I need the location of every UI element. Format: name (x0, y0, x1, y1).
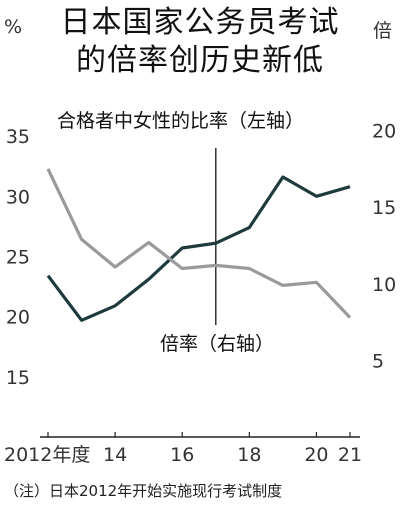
left-axis-tick-label: 35 (6, 126, 30, 148)
chart-title-line1: 日本国家公务员考试 (60, 5, 340, 40)
x-axis-tick-label: 14 (103, 444, 127, 466)
series-competition-ratio-label: 倍率（右轴） (160, 333, 274, 355)
series-women-ratio-label: 合格者中女性的比率（左轴） (57, 110, 304, 132)
left-axis-tick-label: 30 (6, 186, 30, 208)
series-women-ratio-line (46, 175, 351, 322)
x-axis-tick-label: 18 (237, 444, 261, 466)
right-axis-tick-label: 15 (372, 197, 396, 219)
left-axis-tick-label: 20 (6, 307, 30, 329)
right-axis-tick-label: 10 (372, 274, 396, 296)
series-competition-ratio-line (46, 168, 352, 319)
right-axis-tick-label: 20 (372, 121, 396, 143)
left-axis-unit: % (4, 16, 23, 38)
chart-title-line2: 的倍率创历史新低 (76, 43, 324, 78)
x-axis-tick-label: 2012年度 (4, 444, 90, 466)
x-axis-tick-label: 16 (170, 444, 194, 466)
right-axis-unit: 倍 (372, 20, 392, 42)
x-axis-tick-label: 20 (304, 444, 328, 466)
footnote: （注）日本2012年开始实施现行考试制度 (4, 482, 283, 500)
left-axis-tick-label: 25 (6, 246, 30, 268)
right-axis-tick-label: 5 (372, 350, 384, 372)
left-axis-tick-label: 15 (6, 367, 30, 389)
x-axis-tick-label: 21 (338, 444, 362, 466)
